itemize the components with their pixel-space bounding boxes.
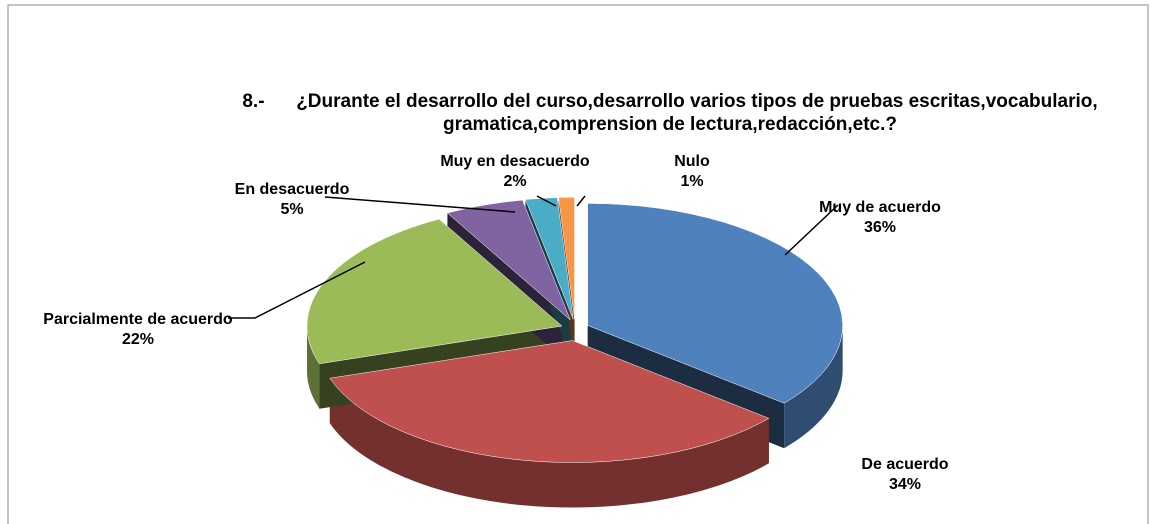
slice-top (306, 218, 563, 365)
category-label: Nulo (674, 153, 710, 170)
category-label: En desacuerdo (234, 181, 350, 198)
slice-wall (329, 378, 769, 508)
leader-line (324, 196, 516, 213)
data-label: Nulo 1% (652, 152, 732, 192)
data-label: Parcialmente de acuerdo 22% (38, 310, 238, 350)
category-label: Muy de acuerdo (819, 199, 941, 216)
value-label: 36% (863, 219, 897, 236)
leader-line (228, 261, 366, 319)
slice-top (558, 197, 575, 320)
slice-top (587, 203, 843, 404)
leader-line (784, 204, 839, 256)
value-label: 1% (680, 173, 704, 190)
data-label: En desacuerdo 5% (207, 180, 377, 220)
chart-title: 8.- ¿Durante el desarrollo del curso,des… (242, 91, 1103, 135)
slice-wall (306, 326, 320, 409)
leader-line (536, 195, 557, 207)
leader-line (576, 195, 586, 207)
slice-wall (784, 325, 843, 449)
value-label: 2% (503, 173, 527, 190)
value-label: 5% (280, 201, 304, 218)
value-label: 22% (121, 331, 155, 348)
data-label: Muy en desacuerdo 2% (425, 152, 605, 192)
data-label: De acuerdo 34% (825, 455, 985, 495)
category-label: De acuerdo (861, 456, 949, 473)
chart-frame (7, 4, 1149, 524)
category-label: Muy en desacuerdo (440, 153, 590, 170)
slice-top (329, 340, 770, 463)
category-label: Parcialmente de acuerdo (43, 311, 233, 328)
slice-top (446, 199, 571, 321)
value-label: 34% (888, 476, 922, 493)
data-label: Muy de acuerdo 36% (800, 198, 960, 238)
